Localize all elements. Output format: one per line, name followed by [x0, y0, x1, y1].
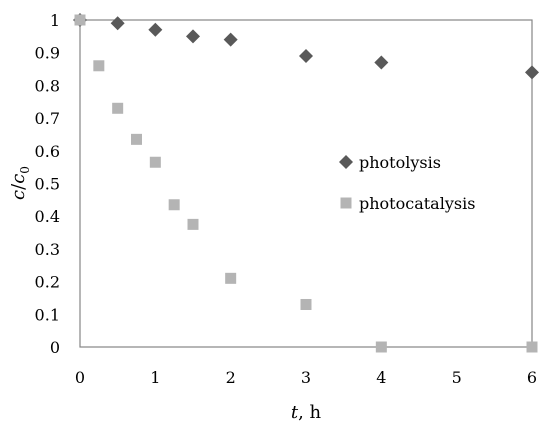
y-tick-label: 0	[50, 338, 60, 357]
y-axis-label-group: c/c0	[8, 166, 32, 200]
x-tick-label: 6	[527, 368, 537, 387]
photocatalysis-point	[149, 156, 161, 168]
y-tick-label: 1	[50, 11, 60, 30]
y-tick-label: 0.4	[35, 207, 60, 226]
y-tick-label: 0.8	[35, 76, 60, 95]
x-tick-label: 3	[301, 368, 311, 387]
photolysis-point	[148, 22, 163, 37]
photolysis-series	[73, 13, 539, 80]
photolysis-point	[374, 55, 389, 70]
photolysis-point	[110, 16, 125, 31]
photolysis-point	[223, 32, 238, 47]
x-tick-label: 5	[452, 368, 462, 387]
photolysis-point	[186, 29, 200, 44]
y-tick-label: 0.9	[35, 44, 60, 63]
photocatalysis-point	[74, 14, 86, 26]
photocatalysis-point	[526, 341, 538, 353]
data-points	[73, 13, 539, 353]
legend-label-photocatalysis: photocatalysis	[359, 194, 475, 213]
y-axis-label: c/c0	[8, 166, 32, 200]
photocatalysis-point	[187, 218, 199, 230]
y-tick-label: 0.2	[35, 273, 60, 292]
plot-area	[79, 19, 533, 348]
x-tick-label: 1	[150, 368, 160, 387]
x-axis-label-unit: , h	[298, 402, 321, 423]
x-tick-label: 4	[376, 368, 386, 387]
y-tick-label: 0.6	[35, 142, 60, 161]
y-tick-label: 0.5	[35, 175, 60, 194]
y-tick-label: 0.3	[35, 240, 60, 259]
x-axis-label: t, h	[291, 402, 322, 423]
photocatalysis-point	[131, 133, 142, 145]
x-tick-label: 0	[75, 368, 85, 387]
legend-marker-photocatalysis	[340, 197, 352, 209]
y-axis-ticks: 0 0.1 0.2 0.3 0.4 0.5 0.6 0.7 0.8 0.9 1	[35, 11, 60, 357]
photocatalysis-point	[225, 272, 237, 284]
legend: photolysis photocatalysis	[339, 153, 475, 213]
y-tick-label: 0.1	[35, 305, 60, 324]
y-axis-label-c: c	[8, 190, 29, 200]
x-tick-label: 2	[226, 368, 236, 387]
photocatalysis-point	[168, 199, 180, 211]
photocatalysis-point	[112, 102, 124, 114]
x-axis-label-variable: t	[291, 402, 299, 423]
x-axis-ticks: 0 1 2 3 4 5 6	[75, 368, 537, 387]
legend-label-photolysis: photolysis	[359, 153, 441, 172]
photolysis-point	[525, 65, 539, 80]
y-axis-label-c0: c	[8, 174, 29, 184]
y-axis-label-subscript: 0	[18, 166, 32, 174]
photocatalysis-point	[93, 60, 105, 72]
photolysis-point	[299, 48, 313, 63]
y-tick-label: 0.7	[35, 109, 60, 128]
y-axis-label-slash: /	[8, 183, 29, 190]
legend-marker-photolysis	[339, 155, 353, 169]
photocatalysis-series	[74, 14, 538, 353]
photocatalysis-point	[375, 341, 387, 353]
photocatalysis-point	[300, 298, 312, 310]
